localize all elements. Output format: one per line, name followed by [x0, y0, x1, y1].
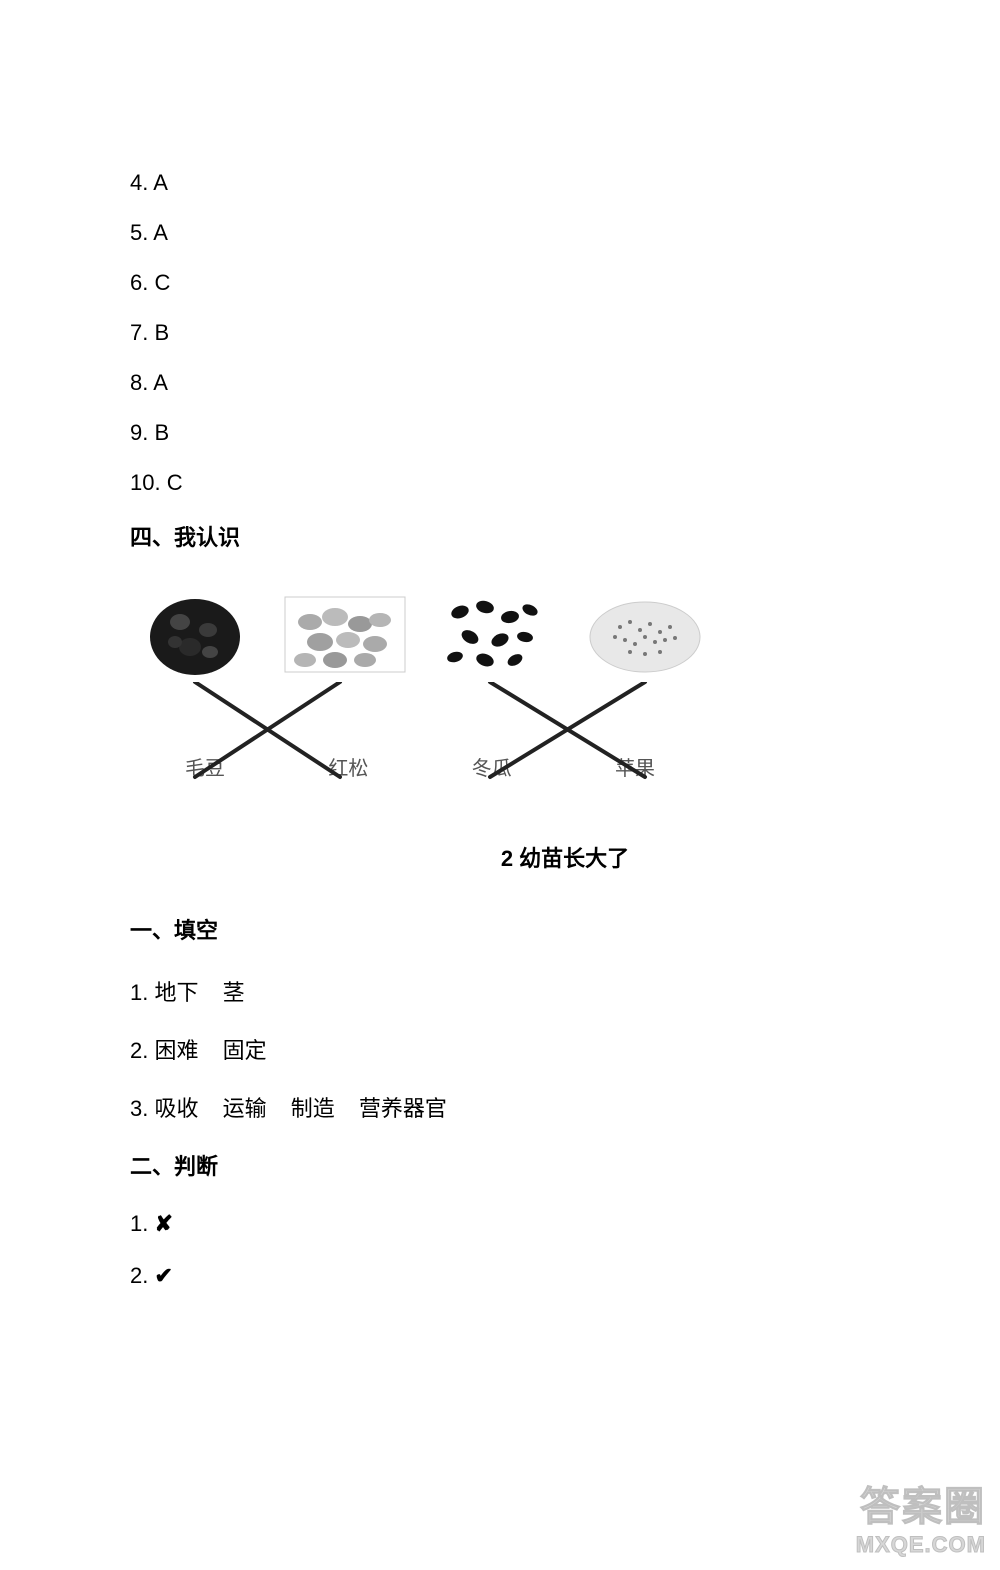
answer-val: B	[154, 420, 169, 445]
answer-val: A	[153, 370, 168, 395]
seeds-row	[130, 582, 710, 682]
fill-item: 1. 地下 茎	[130, 975, 870, 1007]
answer-item: 10. C	[130, 470, 870, 496]
answer-val: B	[154, 320, 169, 345]
fill-part: 困难	[154, 1038, 198, 1063]
answer-val: C	[154, 270, 170, 295]
fill-item: 2. 困难 固定	[130, 1033, 870, 1065]
fill-section-header: 一、填空	[130, 913, 870, 945]
match-label: 毛豆	[140, 752, 270, 781]
answer-num: 6.	[130, 270, 148, 295]
answer-num: 4.	[130, 170, 148, 195]
judge-section-header: 二、判断	[130, 1149, 870, 1181]
matching-diagram: 毛豆 红松 冬瓜 苹果	[130, 582, 710, 781]
fill-part: 固定	[223, 1038, 267, 1063]
judge-num: 1.	[130, 1211, 148, 1236]
fill-part: 地下	[154, 980, 198, 1005]
cross-icon: ✘	[154, 1211, 172, 1236]
seed-image-4	[580, 582, 710, 682]
answer-item: 6. C	[130, 270, 870, 296]
fill-part: 运输	[223, 1096, 267, 1121]
answer-num: 9.	[130, 420, 148, 445]
watermark-url: MXQE.COM	[856, 1532, 986, 1558]
fill-part: 茎	[223, 980, 245, 1005]
answer-item: 7. B	[130, 320, 870, 346]
answer-val: A	[153, 220, 168, 245]
answer-num: 10.	[130, 470, 161, 495]
seed-image-1	[130, 582, 260, 682]
fill-part: 制造	[291, 1096, 335, 1121]
watermark-cn: 答案圈	[856, 1474, 986, 1532]
match-label: 冬瓜	[427, 752, 557, 781]
match-label: 红松	[283, 752, 413, 781]
watermark: 答案圈 MXQE.COM	[856, 1474, 986, 1558]
match-label: 苹果	[570, 752, 700, 781]
fill-num: 3.	[130, 1096, 148, 1121]
answer-num: 7.	[130, 320, 148, 345]
seed-image-3	[430, 582, 560, 682]
answer-val: C	[167, 470, 183, 495]
lesson-title: 2 幼苗长大了	[260, 841, 870, 873]
answer-num: 8.	[130, 370, 148, 395]
check-icon: ✔	[154, 1263, 172, 1288]
answer-val: A	[153, 170, 168, 195]
fill-num: 2.	[130, 1038, 148, 1063]
answer-item: 8. A	[130, 370, 870, 396]
answer-item: 4. A	[130, 170, 870, 196]
fill-num: 1.	[130, 980, 148, 1005]
seed-image-2	[280, 582, 410, 682]
judge-num: 2.	[130, 1263, 148, 1288]
fill-part: 营养器官	[359, 1096, 447, 1121]
answer-list-top: 4. A 5. A 6. C 7. B 8. A 9. B 10. C	[130, 170, 870, 496]
answer-item: 5. A	[130, 220, 870, 246]
judge-item: 2. ✔	[130, 1263, 870, 1289]
fill-part: 吸收	[154, 1096, 198, 1121]
section-4-header: 四、我认识	[130, 520, 870, 552]
matching-labels: 毛豆 红松 冬瓜 苹果	[130, 752, 710, 781]
fill-item: 3. 吸收 运输 制造 营养器官	[130, 1091, 870, 1123]
judge-item: 1. ✘	[130, 1211, 870, 1237]
answer-item: 9. B	[130, 420, 870, 446]
answer-num: 5.	[130, 220, 148, 245]
